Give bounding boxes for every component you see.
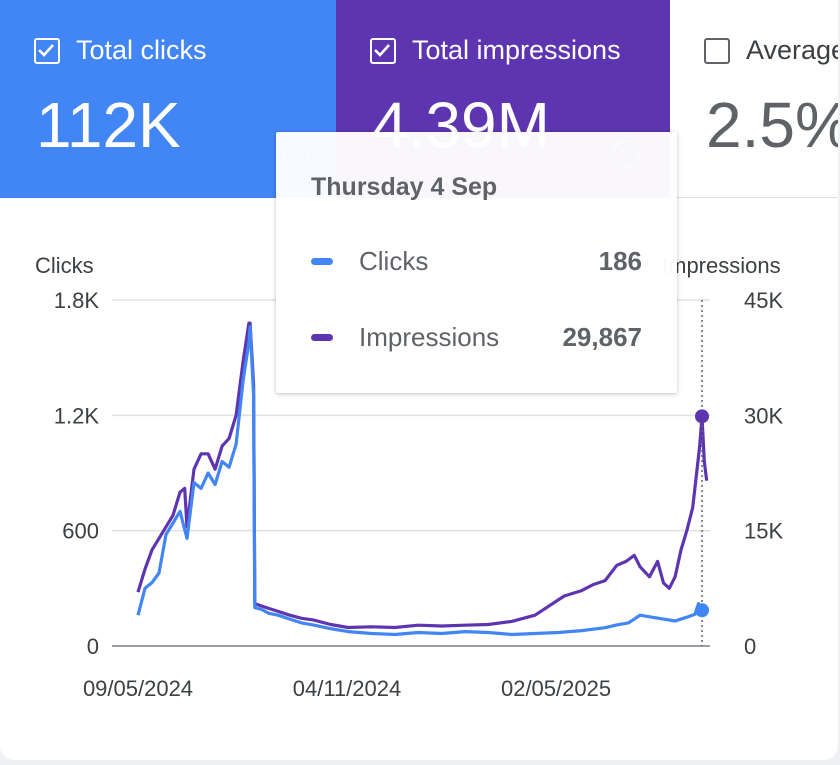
x-tick-label: 09/05/2024 (83, 676, 193, 701)
total-impressions-checkbox[interactable] (370, 38, 396, 64)
data-tooltip: Thursday 4 Sep Clicks 186 Impressions 29… (276, 132, 677, 393)
clicks-swatch (311, 258, 333, 265)
check-icon (38, 44, 54, 57)
check-icon (374, 44, 390, 57)
left-tick-label: 0 (87, 634, 99, 659)
x-tick-label: 04/11/2024 (293, 676, 401, 701)
impressions-series-line (136, 321, 709, 630)
clicks-hover-point (695, 603, 709, 618)
right-tick-label: 30K (744, 403, 783, 428)
clicks-series-line (136, 325, 704, 637)
x-tick-label: 02/05/2025 (501, 676, 611, 701)
tooltip-row-clicks: Clicks 186 (311, 244, 642, 280)
average-ctr-value: 2.5% (706, 89, 838, 161)
right-tick-label: 0 (744, 634, 756, 659)
tooltip-impressions-label: Impressions (359, 322, 500, 352)
left-tick-label: 600 (62, 519, 99, 544)
right-tick-label: 15K (744, 519, 783, 544)
left-tick-label: 1.8K (54, 288, 100, 313)
total-clicks-checkbox[interactable] (34, 38, 60, 64)
total-clicks-label: Total clicks (76, 35, 207, 65)
left-tick-label: 1.2K (54, 403, 100, 428)
impressions-swatch (311, 334, 333, 341)
left-axis-title: Clicks (35, 253, 94, 278)
average-ctr-label: Average CTR (746, 35, 838, 65)
performance-chart[interactable]: Clicks Impressions 0 600 1.2K 1.8K 0 15K 30K 4… (0, 198, 838, 760)
total-clicks-value: 112K (36, 89, 181, 161)
tooltip-impressions-value: 29,867 (562, 322, 642, 352)
tooltip-clicks-label: Clicks (359, 246, 429, 276)
impressions-hover-point (695, 409, 709, 424)
tooltip-clicks-value: 186 (598, 246, 642, 276)
tooltip-date: Thursday 4 Sep (311, 173, 498, 201)
average-ctr-card[interactable]: Average CTR 2.5% (670, 0, 838, 198)
average-ctr-checkbox[interactable] (704, 38, 730, 64)
tooltip-row-impressions: Impressions 29,867 (311, 320, 642, 356)
total-impressions-label: Total impressions (412, 35, 621, 65)
right-axis-title: Impressions (662, 253, 781, 278)
right-tick-label: 45K (744, 288, 783, 313)
